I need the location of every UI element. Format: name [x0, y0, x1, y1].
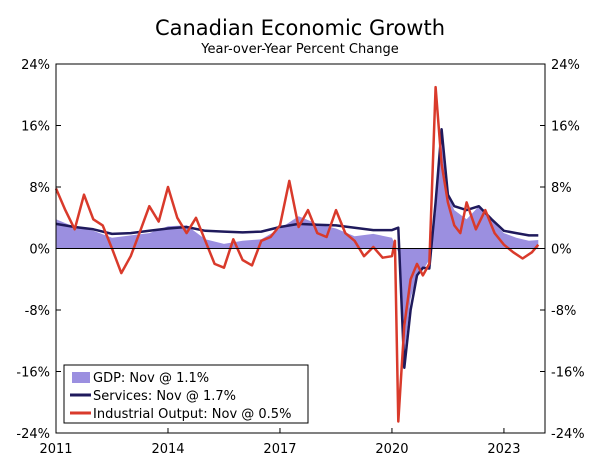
axis-layer: 24% 24% 16% 16% 8% 8% 0% 0% -8% -8% -16% -16% -24% -2… [16, 58, 584, 457]
x-tick-label: 2020 [375, 442, 408, 457]
legend-label-industrial: Industrial Output: Nov @ 0.5% [93, 407, 291, 422]
x-tick-label: 2017 [263, 442, 296, 457]
legend: GDP: Nov @ 1.1% Services: Nov @ 1.7% Ind… [63, 364, 309, 424]
y-tick-label-right: 24% [551, 58, 580, 73]
y-tick-label-right: -24% [551, 427, 585, 442]
chart-subtitle: Year-over-Year Percent Change [200, 42, 398, 57]
y-tick-label-left: 24% [21, 58, 50, 73]
legend-swatch-gdp [72, 372, 90, 383]
series-area-gdp [56, 137, 539, 357]
legend-box [63, 364, 309, 424]
legend-label-services: Services: Nov @ 1.7% [93, 389, 236, 404]
y-tick-label-right: 8% [551, 181, 572, 196]
y-tick-label-right: 16% [551, 120, 580, 135]
x-tick-label: 2014 [151, 442, 184, 457]
y-tick-label-right: -8% [551, 304, 576, 319]
legend-label-gdp: GDP: Nov @ 1.1% [93, 371, 209, 386]
y-tick-label-right: -16% [551, 366, 585, 381]
chart-title: Canadian Economic Growth [155, 16, 445, 40]
x-tick-label: 2023 [487, 442, 520, 457]
x-tick-label: 2011 [39, 442, 72, 457]
series-line-industrial-output [54, 85, 540, 423]
y-tick-label-left: 8% [29, 181, 50, 196]
y-tick-label-left: -24% [16, 427, 50, 442]
y-tick-label-left: -16% [16, 366, 50, 381]
y-tick-label-left: -8% [25, 304, 50, 319]
series-layer [54, 85, 540, 423]
y-tick-label-left: 0% [29, 243, 50, 258]
y-tick-label-right: 0% [551, 243, 572, 258]
y-tick-label-left: 16% [21, 120, 50, 135]
